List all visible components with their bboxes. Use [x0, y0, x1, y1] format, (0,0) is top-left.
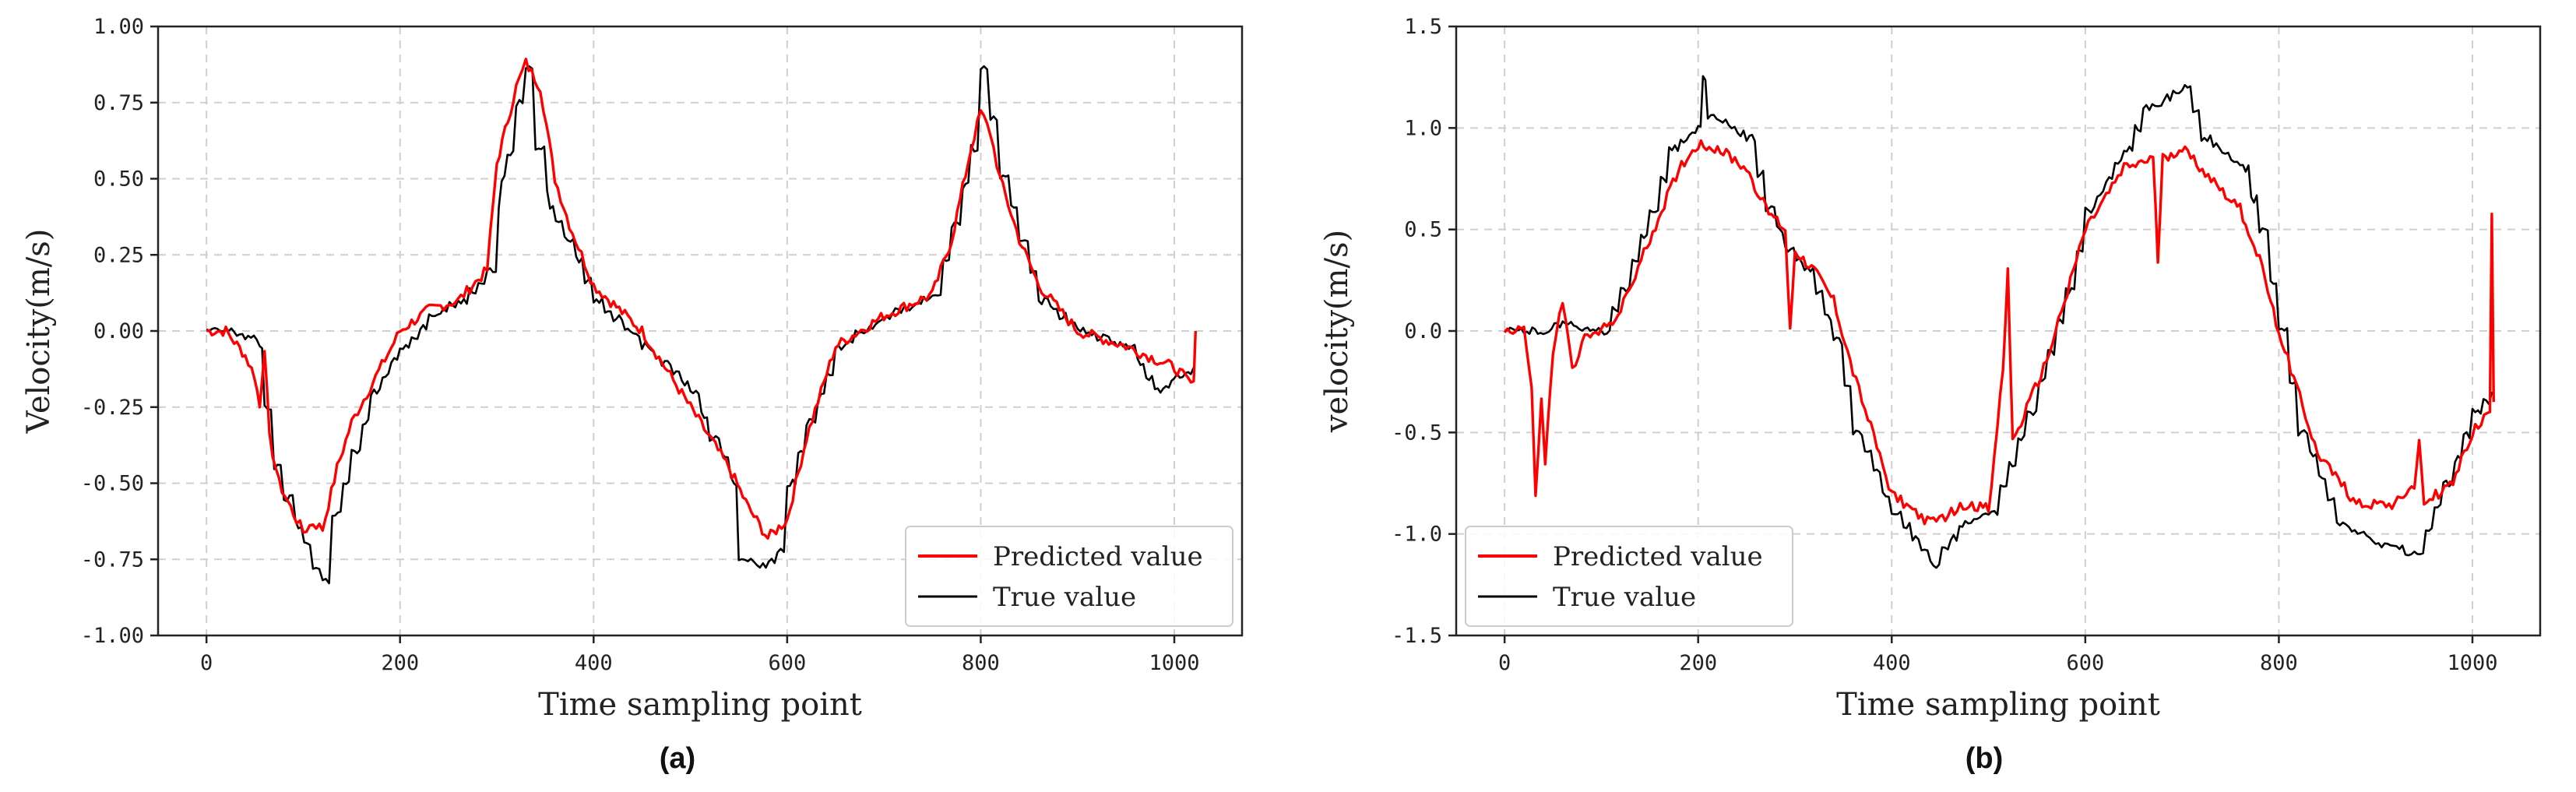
y-tick-label: 1.5	[1404, 15, 1442, 39]
y-tick-label: 0.00	[93, 319, 144, 343]
x-tick-label: 0	[1498, 651, 1511, 675]
series-line-predicted	[1503, 139, 2495, 526]
legend-a: Predicted value True value	[905, 526, 1233, 627]
y-tick-label: 1.00	[93, 15, 144, 39]
x-ticks-a: 0 200 400 600 800 1000	[200, 635, 1200, 675]
y-axis-label-a: Velocity(m/s)	[21, 229, 57, 435]
y-tick-label: 0.0	[1404, 319, 1442, 343]
panel-b: 0 200 400 600 800 1000 -1.5 -1.0 -0.5 0.0 0.5 1.0 1…	[1319, 15, 2542, 775]
y-axis-label-b: velocity(m/s)	[1319, 230, 1355, 433]
x-tick-label: 600	[2066, 651, 2104, 675]
x-tick-label: 200	[1679, 651, 1717, 675]
y-tick-label: -1.5	[1392, 624, 1442, 648]
y-tick-label: 1.0	[1404, 116, 1442, 140]
series-line-true	[1504, 75, 2493, 569]
y-tick-label: -0.25	[81, 396, 144, 420]
x-ticks-b: 0 200 400 600 800 1000	[1498, 635, 2498, 675]
x-axis-label-b: Time sampling point	[1836, 687, 2160, 723]
x-tick-label: 200	[381, 651, 419, 675]
y-ticks-b: -1.5 -1.0 -0.5 0.0 0.5 1.0 1.5	[1392, 15, 1456, 648]
y-tick-label: -0.75	[81, 547, 144, 572]
lines-a	[206, 57, 1197, 585]
legend-label-true-a: True value	[993, 582, 1136, 613]
y-tick-label: 0.5	[1404, 218, 1442, 242]
x-tick-label: 800	[962, 651, 1000, 675]
x-tick-label: 800	[2260, 651, 2298, 675]
caption-a: (a)	[660, 742, 695, 775]
y-tick-label: -1.00	[81, 624, 144, 648]
legend-label-predicted-a: Predicted value	[993, 541, 1203, 572]
y-tick-label: -0.50	[81, 472, 144, 496]
y-tick-label: 0.25	[93, 243, 144, 267]
x-tick-label: 1000	[1149, 651, 1199, 675]
legend-b: Predicted value True value	[1465, 526, 1793, 627]
y-tick-label: 0.50	[93, 167, 144, 192]
x-tick-label: 0	[200, 651, 213, 675]
x-tick-label: 1000	[2447, 651, 2497, 675]
y-ticks-a: -1.00 -0.75 -0.50 -0.25 0.00 0.25 0.50 0.75 1.00	[81, 15, 158, 648]
y-tick-label: -0.5	[1392, 421, 1442, 445]
y-tick-label: 0.75	[93, 91, 144, 115]
x-tick-label: 400	[1873, 651, 1911, 675]
x-axis-label-a: Time sampling point	[538, 687, 862, 723]
x-tick-label: 600	[768, 651, 806, 675]
series-line-true	[206, 65, 1195, 585]
lines-b	[1503, 75, 2495, 569]
x-tick-label: 400	[575, 651, 613, 675]
legend-box-a	[905, 526, 1233, 627]
legend-label-predicted-b: Predicted value	[1553, 541, 1763, 572]
legend-label-true-b: True value	[1553, 582, 1696, 613]
y-tick-label: -1.0	[1392, 523, 1442, 547]
panel-a: 0 200 400 600 800 1000 -1.00 -0.75 -0.50 -0.25 0.…	[21, 15, 1244, 775]
caption-b: (b)	[1965, 742, 2004, 775]
legend-box-b	[1465, 526, 1793, 627]
series-line-predicted	[206, 57, 1197, 540]
